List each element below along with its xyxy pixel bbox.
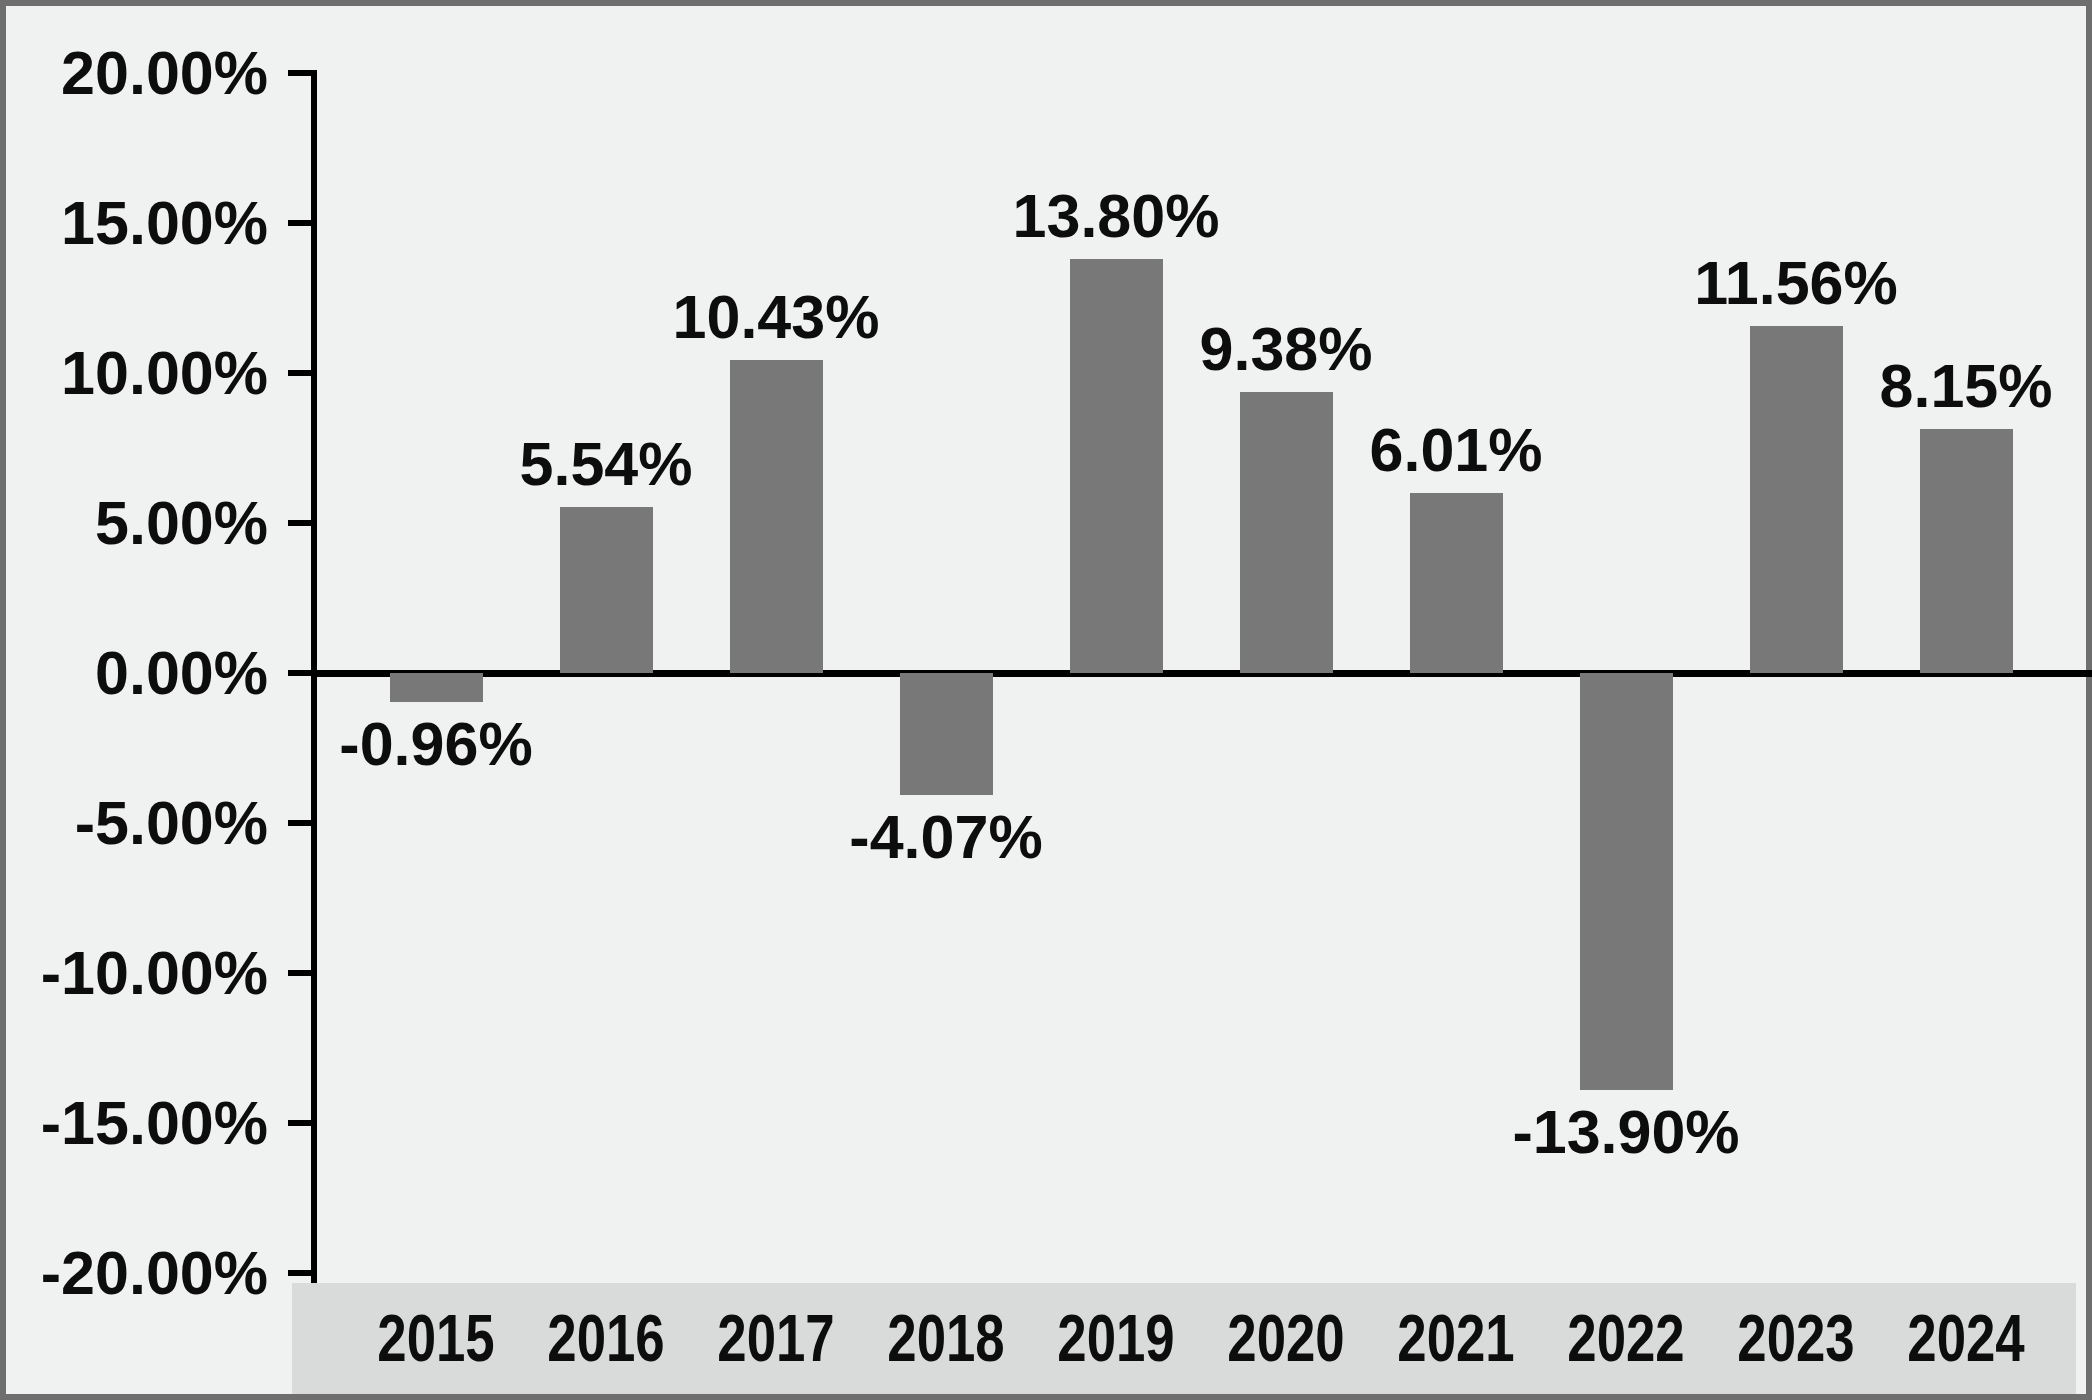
y-axis-tick-label: 15.00% [6, 187, 268, 259]
y-axis-tick [288, 820, 311, 826]
x-axis-label-2022: 2022 [1558, 1302, 1694, 1374]
bar-value-label-2022: -13.90% [1426, 1102, 1826, 1163]
y-axis-tick-label: -10.00% [6, 937, 268, 1009]
bar-2017 [730, 360, 823, 673]
x-axis-label-2016: 2016 [538, 1302, 674, 1374]
x-axis-label-2023: 2023 [1728, 1302, 1864, 1374]
bar-value-label-2020: 9.38% [1086, 319, 1486, 380]
bar-value-label-2019: 13.80% [916, 186, 1316, 247]
bar-2018 [900, 673, 993, 795]
y-axis-tick-label: 10.00% [6, 337, 268, 409]
y-axis-tick-label: 0.00% [6, 637, 268, 709]
bar-2016 [560, 507, 653, 673]
y-axis-tick-label: -15.00% [6, 1087, 268, 1159]
bar-2015 [390, 673, 483, 702]
y-axis-tick [288, 670, 311, 676]
x-axis-label-2019: 2019 [1048, 1302, 1184, 1374]
y-axis-tick [288, 520, 311, 526]
x-axis-label-2024: 2024 [1898, 1302, 2034, 1374]
y-axis-tick-label: -5.00% [6, 787, 268, 859]
bar-value-label-2018: -4.07% [746, 807, 1146, 868]
y-axis-tick [288, 1120, 311, 1126]
x-axis-label-2021: 2021 [1388, 1302, 1524, 1374]
bar-value-label-2021: 6.01% [1256, 420, 1656, 481]
bar-value-label-2015: -0.96% [236, 714, 636, 775]
y-axis-tick [288, 1270, 311, 1276]
y-axis-tick-label: -20.00% [6, 1237, 268, 1309]
y-axis-tick [288, 370, 311, 376]
x-axis-label-2015: 2015 [368, 1302, 504, 1374]
y-axis-tick [288, 70, 311, 76]
y-axis-tick-label: 20.00% [6, 37, 268, 109]
bar-2022 [1580, 673, 1673, 1090]
y-axis-tick-label: 5.00% [6, 487, 268, 559]
bar-2021 [1410, 493, 1503, 673]
x-axis-label-2020: 2020 [1218, 1302, 1354, 1374]
bar-2024 [1920, 429, 2013, 674]
bar-value-label-2023: 11.56% [1596, 253, 1996, 314]
x-axis-label-2018: 2018 [878, 1302, 1014, 1374]
y-axis-tick [288, 220, 311, 226]
y-axis-tick [288, 970, 311, 976]
bar-value-label-2024: 8.15% [1766, 356, 2092, 417]
bar-value-label-2017: 10.43% [576, 287, 976, 348]
x-axis-label-2017: 2017 [708, 1302, 844, 1374]
bar-chart: 20.00% 15.00% 10.00% 5.00% 0.00% -5.00% -10.00… [0, 0, 2092, 1400]
